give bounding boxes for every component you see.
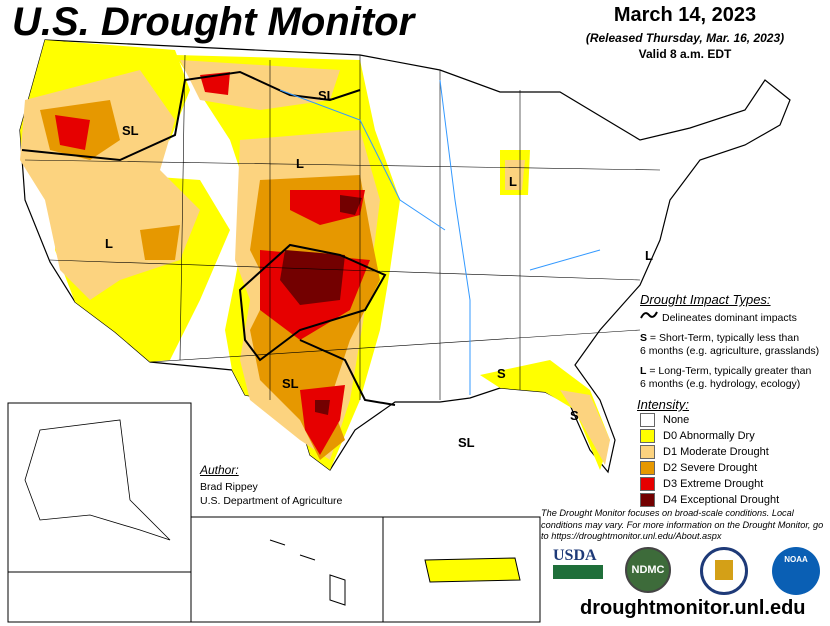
- legend-swatch: [640, 429, 655, 443]
- short-key: S: [640, 332, 648, 344]
- release-date: (Released Thursday, Mar. 16, 2023): [585, 31, 785, 45]
- legend-swatch: [640, 413, 655, 427]
- legend-item: None: [640, 413, 689, 427]
- legend-item: D2 Severe Drought: [640, 461, 757, 475]
- legend-label: D4 Exceptional Drought: [663, 494, 780, 506]
- label-sl-texas: SL: [282, 376, 299, 391]
- label-sl-northwest: SL: [122, 123, 139, 138]
- legend-label: D0 Abnormally Dry: [663, 430, 755, 442]
- short-desc2: 6 months (e.g. agriculture, grasslands): [640, 345, 820, 357]
- author-name: Brad Rippey: [200, 481, 258, 493]
- aleutians-inset: [7, 571, 192, 623]
- long-desc: = Long-Term, typically greater than: [646, 365, 812, 377]
- legend-swatch: [640, 445, 655, 459]
- long-key: L: [640, 365, 647, 377]
- puerto-rico-shape: [424, 557, 521, 583]
- legend-swatch: [640, 493, 655, 507]
- disclaimer-note: The Drought Monitor focuses on broad-sca…: [541, 508, 824, 541]
- label-l-west: L: [105, 236, 113, 251]
- legend-item: D0 Abnormally Dry: [640, 429, 755, 443]
- label-sl-north: SL: [318, 88, 335, 103]
- delineates-text: Delineates dominant impacts: [662, 312, 797, 324]
- legend-swatch: [640, 477, 655, 491]
- short-desc: = Short-Term, typically less than: [647, 332, 800, 344]
- label-l-dakotas: L: [296, 156, 304, 171]
- noaa-logo: NOAA: [772, 547, 820, 595]
- page-title: U.S. Drought Monitor: [12, 0, 415, 44]
- intensity-heading: Intensity:: [637, 397, 690, 412]
- state-borders: [24, 54, 661, 400]
- legend-item: D1 Moderate Drought: [640, 445, 769, 459]
- legend-item: D4 Exceptional Drought: [640, 493, 779, 507]
- impact-labels: SL SL L L L L SL S S SL S: [105, 88, 653, 577]
- label-sl-louisiana: SL: [458, 435, 475, 450]
- conus-outline: [19, 39, 791, 474]
- label-l-east: L: [645, 248, 653, 263]
- short-term-text: S = Short-Term, typically less than 6 mon…: [640, 332, 819, 358]
- impact-delineation-lines: [21, 70, 396, 406]
- label-s-gulf: S: [497, 366, 506, 381]
- d4-areas: [280, 195, 362, 415]
- hawaii-shape: [269, 539, 346, 606]
- legend-label: None: [663, 414, 690, 426]
- valid-time: Valid 8 a.m. EDT: [638, 47, 732, 61]
- legend-label: D3 Extreme Drought: [663, 478, 764, 490]
- impact-types-heading: Drought Impact Types:: [640, 292, 771, 307]
- legend-label: D1 Moderate Drought: [663, 446, 769, 458]
- impact-line-icon: [640, 311, 658, 319]
- hawaii-inset: [190, 516, 384, 623]
- ndmc-logo: NDMC: [625, 547, 671, 593]
- long-desc2: 6 months (e.g. hydrology, ecology): [640, 378, 801, 390]
- legend-item: D3 Extreme Drought: [640, 477, 763, 491]
- map-date: March 14, 2023: [613, 4, 757, 26]
- usda-logo: USDA: [553, 547, 603, 579]
- rivers: [279, 79, 601, 395]
- legend-label: D2 Severe Drought: [663, 462, 758, 474]
- author-heading: Author:: [200, 463, 239, 477]
- label-s-florida: S: [570, 408, 579, 423]
- usda-logo-text: USDA: [553, 547, 597, 564]
- label-l-michigan: L: [509, 174, 517, 189]
- long-term-text: L = Long-Term, typically greater than 6 m…: [640, 365, 811, 391]
- legend-swatch: [640, 461, 655, 475]
- alaska-shape: [24, 419, 171, 541]
- website-url[interactable]: droughtmonitor.unl.edu: [580, 597, 806, 619]
- noaa-logo-text: NOAA: [784, 555, 808, 564]
- author-org: U.S. Department of Agriculture: [200, 495, 343, 507]
- commerce-seal-logo: [700, 547, 748, 595]
